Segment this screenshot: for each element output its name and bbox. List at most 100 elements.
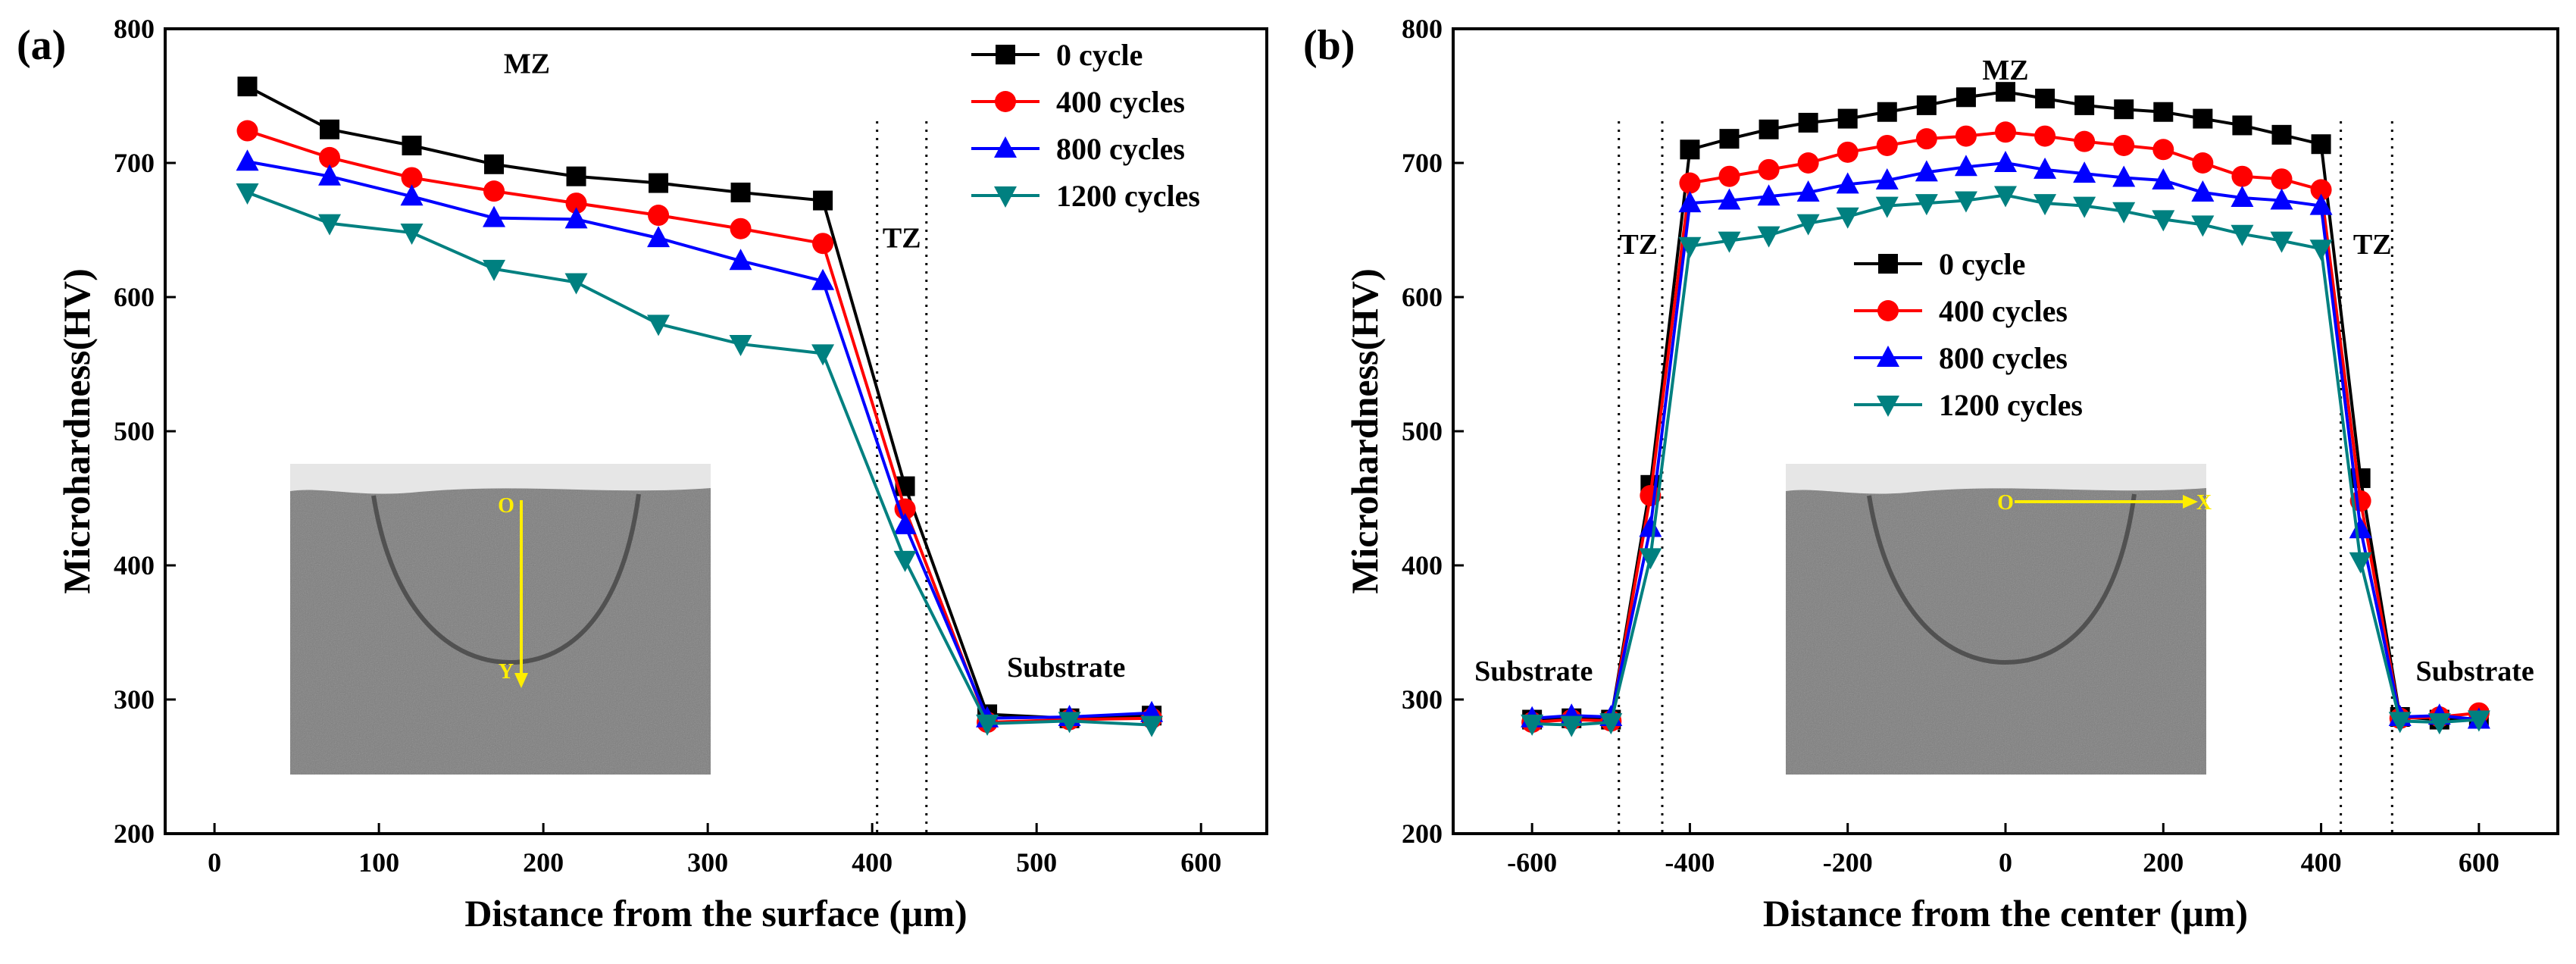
data-point (236, 120, 258, 142)
inset-axis-label: Y (499, 660, 514, 684)
data-point (2231, 165, 2253, 187)
legend-marker (1877, 300, 1899, 321)
data-point (2231, 186, 2254, 208)
panel-label: (b) (1303, 22, 1355, 69)
data-point (1994, 186, 2017, 208)
data-point (1680, 139, 1700, 160)
data-point (1058, 712, 1081, 734)
x-tick-label: 0 (1999, 847, 2012, 878)
x-tick-label: -200 (1823, 847, 1873, 878)
data-point (1955, 87, 1976, 108)
data-point (729, 249, 752, 271)
data-point (1954, 191, 1977, 213)
inset-melt-pool-boundary (1867, 493, 2137, 665)
data-point (1679, 172, 1701, 194)
legend: 0 cycle 400 cycles 800 cycles 1200 cycles (1854, 247, 2083, 422)
legend-marker (1877, 396, 1899, 417)
data-point (812, 233, 834, 255)
data-point (649, 173, 669, 193)
data-point (2232, 115, 2252, 136)
legend-marker (994, 186, 1017, 208)
data-point (1718, 165, 1740, 187)
data-point (647, 226, 671, 248)
data-point (1521, 714, 1544, 736)
data-point (2034, 194, 2057, 216)
data-point (564, 207, 588, 229)
data-point (236, 149, 259, 171)
data-point (1915, 128, 1937, 150)
data-point (1916, 95, 1937, 115)
data-point (400, 184, 424, 206)
data-point (1877, 102, 1897, 122)
data-point (648, 205, 670, 227)
data-point (2113, 134, 2135, 156)
zone-annotation: Substrate (2416, 656, 2534, 687)
data-point (1140, 715, 1164, 737)
data-point (1757, 226, 1780, 248)
data-point (1639, 548, 1662, 570)
zone-annotation: TZ (883, 222, 921, 254)
data-point (1836, 172, 1859, 194)
data-point (2349, 517, 2372, 539)
series-line (246, 191, 1152, 727)
data-point (1996, 82, 2015, 102)
data-point (484, 154, 505, 174)
inset-surface-layer (290, 464, 711, 494)
y-tick-label: 700 (1402, 148, 1443, 178)
data-point (2152, 139, 2174, 161)
series-line (246, 85, 1152, 720)
data-point (1837, 141, 1859, 163)
data-point (2349, 552, 2372, 574)
data-point (1994, 151, 2017, 172)
data-point (647, 315, 671, 336)
y-tick-label: 300 (114, 684, 155, 715)
data-point (2152, 168, 2175, 190)
data-point (1639, 515, 1662, 537)
data-point (813, 190, 833, 211)
inset-axis-label: X (2196, 491, 2212, 515)
x-tick-label: 100 (358, 847, 399, 878)
legend-marker (995, 91, 1016, 112)
data-point (1796, 180, 1820, 202)
x-tick-label: 200 (523, 847, 564, 878)
y-tick-label: 500 (114, 416, 155, 446)
y-tick-label: 400 (114, 550, 155, 581)
data-point (1995, 121, 2016, 143)
data-point (1875, 196, 1899, 218)
data-point (2271, 124, 2292, 145)
data-point (483, 180, 505, 202)
data-point (893, 550, 917, 572)
data-point (1757, 184, 1780, 206)
y-tick-label: 200 (114, 818, 155, 849)
series-line (247, 160, 1152, 720)
data-point (400, 224, 424, 246)
data-point (2153, 102, 2174, 122)
data-point (2073, 161, 2096, 183)
legend-label: 400 cycles (1056, 85, 1185, 119)
data-point (1876, 134, 1898, 156)
data-point (2428, 713, 2451, 735)
data-point (976, 714, 999, 736)
data-point (2152, 210, 2175, 232)
y-tick-label: 600 (1402, 282, 1443, 312)
x-tick-label: 200 (2143, 847, 2184, 878)
data-point (2271, 168, 2293, 190)
x-tick-label: -400 (1665, 847, 1715, 878)
x-tick-label: 400 (2301, 847, 2342, 878)
data-point (483, 259, 506, 281)
x-axis-label: Distance from the surface (μm) (464, 892, 967, 934)
data-point (2112, 202, 2136, 224)
data-point (320, 119, 340, 139)
zone-annotation: MZ (1982, 55, 2028, 86)
data-point (566, 166, 586, 186)
legend-marker (996, 45, 1015, 64)
data-point (2388, 712, 2412, 734)
x-tick-label: 600 (2459, 847, 2499, 878)
data-point (2193, 108, 2213, 129)
data-point (1915, 160, 1938, 182)
legend-label: 0 cycle (1939, 247, 2025, 281)
data-point (1758, 119, 1779, 139)
legend-label: 800 cycles (1939, 341, 2068, 375)
data-point (1875, 168, 1899, 190)
